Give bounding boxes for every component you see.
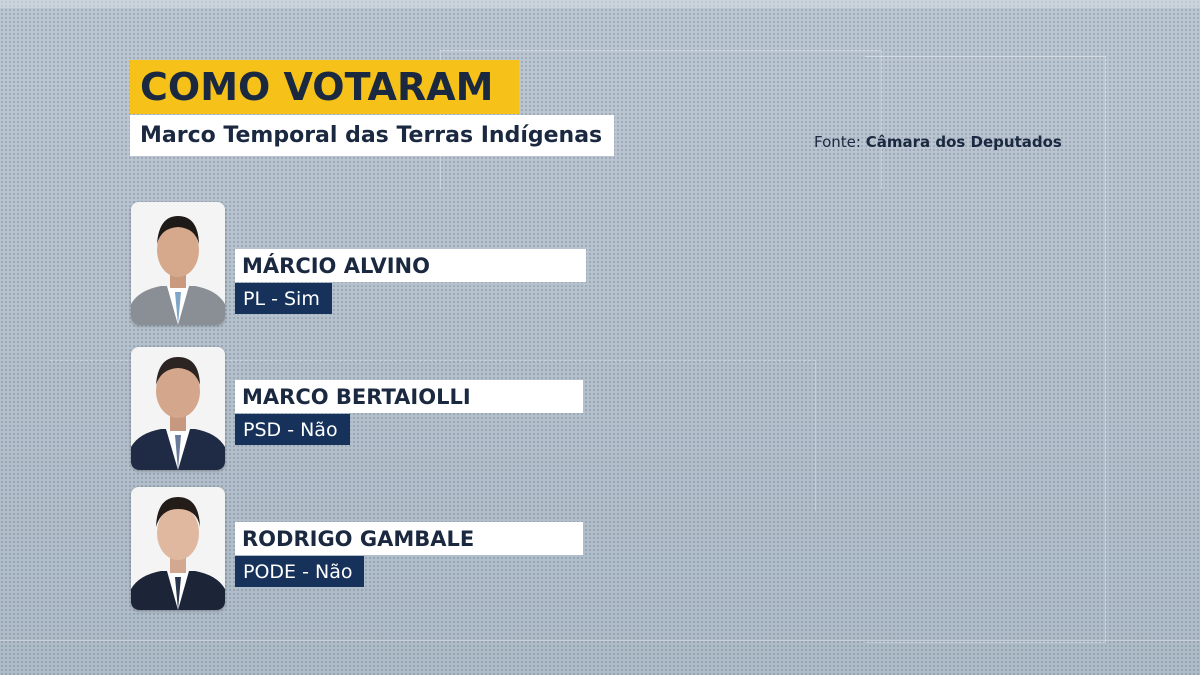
member-photo — [131, 347, 225, 470]
member-name-box: MÁRCIO ALVINO — [235, 249, 586, 282]
portrait-icon — [131, 202, 225, 325]
source-credit: Fonte: Câmara dos Deputados — [814, 133, 1062, 151]
portrait-icon — [131, 487, 225, 610]
source-value: Câmara dos Deputados — [865, 133, 1062, 151]
page-title: COMO VOTARAM — [140, 65, 494, 109]
party-vote-badge: PL - Sim — [235, 283, 332, 314]
party-vote: PL - Sim — [243, 287, 320, 310]
member-name-box: RODRIGO GAMBALE — [235, 522, 583, 555]
member-name-box: MARCO BERTAIOLLI — [235, 380, 583, 413]
member-name: RODRIGO GAMBALE — [242, 526, 475, 551]
member-name: MÁRCIO ALVINO — [242, 253, 430, 278]
member-photo — [131, 202, 225, 325]
page-subtitle: Marco Temporal das Terras Indígenas — [140, 123, 603, 148]
subtitle-banner: Marco Temporal das Terras Indígenas — [130, 115, 615, 156]
source-label: Fonte: — [814, 133, 861, 151]
decorative-band — [0, 0, 1200, 8]
party-vote: PSD - Não — [243, 418, 338, 441]
decorative-line — [0, 640, 1200, 641]
portrait-icon — [131, 347, 225, 470]
member-name: MARCO BERTAIOLLI — [242, 384, 471, 409]
party-vote-badge: PODE - Não — [235, 556, 365, 587]
member-photo — [131, 487, 225, 610]
title-banner: COMO VOTARAM — [130, 60, 520, 114]
party-vote-badge: PSD - Não — [235, 414, 350, 445]
party-vote: PODE - Não — [243, 560, 353, 583]
